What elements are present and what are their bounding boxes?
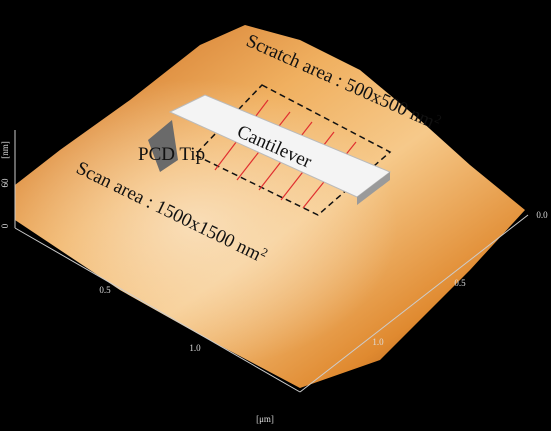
scratch-box xyxy=(193,84,392,216)
superscript: 2 xyxy=(433,111,444,126)
x-axis xyxy=(14,227,301,393)
z-unit: [nm] xyxy=(0,141,10,159)
x-tick-label: 1.0 xyxy=(189,343,201,353)
cantilever-side xyxy=(357,172,390,205)
y-axis xyxy=(299,214,529,393)
pcd-tip-label: PCD Tip xyxy=(138,144,205,165)
y-tick-label: 1.0 xyxy=(372,337,384,347)
y-tick-label: 0.0 xyxy=(536,210,548,220)
x-tick-label: 0.5 xyxy=(99,285,111,295)
surface-highlight xyxy=(15,25,525,388)
z-tick-label: 0 xyxy=(0,223,10,228)
superscript: 2 xyxy=(259,245,271,260)
y-tick-label: 0.5 xyxy=(454,278,466,288)
xy-unit: [μm] xyxy=(256,414,274,424)
z-tick-label: 60 xyxy=(0,178,10,188)
pcd-tip-shape xyxy=(148,120,178,172)
axis-frame xyxy=(14,130,529,393)
